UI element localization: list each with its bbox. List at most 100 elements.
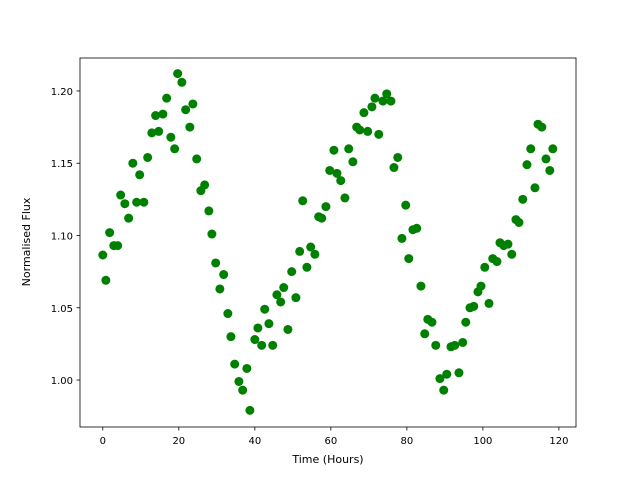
point — [439, 385, 449, 395]
point — [507, 249, 517, 259]
point — [295, 246, 305, 256]
point — [154, 126, 164, 136]
point — [257, 340, 267, 350]
point — [185, 122, 195, 132]
point — [242, 363, 252, 373]
point — [431, 340, 441, 350]
point — [192, 154, 202, 164]
point — [298, 196, 308, 206]
y-tick-label: 1.15 — [51, 159, 73, 170]
point — [382, 89, 392, 99]
point — [230, 359, 240, 369]
point — [397, 233, 407, 243]
point — [484, 298, 494, 308]
point — [329, 145, 339, 155]
point — [530, 183, 540, 193]
point — [348, 157, 358, 167]
point — [476, 281, 486, 291]
point — [310, 249, 320, 259]
point — [458, 337, 468, 347]
point — [344, 144, 354, 154]
point — [503, 239, 513, 249]
x-tick-label: 0 — [100, 436, 106, 447]
y-tick-label: 1.05 — [51, 304, 73, 315]
point — [492, 257, 502, 267]
point — [514, 217, 524, 227]
point — [223, 309, 233, 319]
point — [404, 254, 414, 264]
point — [204, 206, 214, 216]
point — [211, 258, 221, 268]
point — [412, 223, 422, 233]
point — [480, 262, 490, 272]
point — [287, 267, 297, 277]
x-tick-label: 100 — [473, 436, 492, 447]
point — [173, 69, 183, 79]
point — [113, 241, 123, 251]
point — [374, 129, 384, 139]
point — [302, 262, 312, 272]
y-tick-label: 1.00 — [51, 376, 73, 387]
point — [548, 144, 558, 154]
point — [367, 102, 377, 112]
point — [461, 317, 471, 327]
point — [234, 376, 244, 386]
point — [260, 304, 270, 314]
point — [101, 275, 111, 285]
point — [139, 197, 149, 207]
point — [332, 168, 342, 178]
point — [545, 165, 555, 175]
point — [363, 126, 373, 136]
point — [389, 163, 399, 173]
point — [268, 340, 278, 350]
point — [325, 165, 335, 175]
point — [291, 293, 301, 303]
x-tick-label: 40 — [248, 436, 261, 447]
y-axis-label: Normalised Flux — [20, 197, 33, 286]
point — [98, 250, 108, 260]
x-axis-label: Time (Hours) — [291, 453, 363, 466]
point — [253, 323, 263, 333]
point — [336, 176, 346, 186]
point — [442, 369, 452, 379]
point — [177, 77, 187, 87]
point — [124, 213, 134, 223]
point — [158, 109, 168, 119]
point — [537, 122, 547, 132]
point — [128, 158, 138, 168]
point — [238, 385, 248, 395]
point — [162, 93, 172, 103]
point — [219, 270, 229, 280]
point — [135, 170, 145, 180]
point — [370, 93, 380, 103]
point — [226, 332, 236, 342]
x-tick-label: 60 — [324, 436, 337, 447]
point — [120, 199, 130, 209]
point — [188, 99, 198, 109]
point — [272, 290, 282, 300]
point — [435, 374, 445, 384]
point — [386, 96, 396, 106]
x-tick-label: 80 — [400, 436, 413, 447]
point — [340, 193, 350, 203]
point — [355, 125, 365, 135]
point — [264, 319, 274, 329]
point — [359, 108, 369, 118]
point — [321, 202, 331, 212]
point — [469, 301, 479, 311]
point — [283, 324, 293, 334]
point — [518, 194, 528, 204]
point — [450, 340, 460, 350]
point — [420, 329, 430, 339]
point — [378, 96, 388, 106]
y-tick-label: 1.10 — [51, 231, 73, 242]
point — [170, 144, 180, 154]
x-tick-label: 120 — [549, 436, 568, 447]
point — [215, 284, 225, 294]
point — [541, 154, 551, 164]
point — [526, 144, 536, 154]
point — [522, 160, 532, 170]
point — [151, 111, 161, 121]
